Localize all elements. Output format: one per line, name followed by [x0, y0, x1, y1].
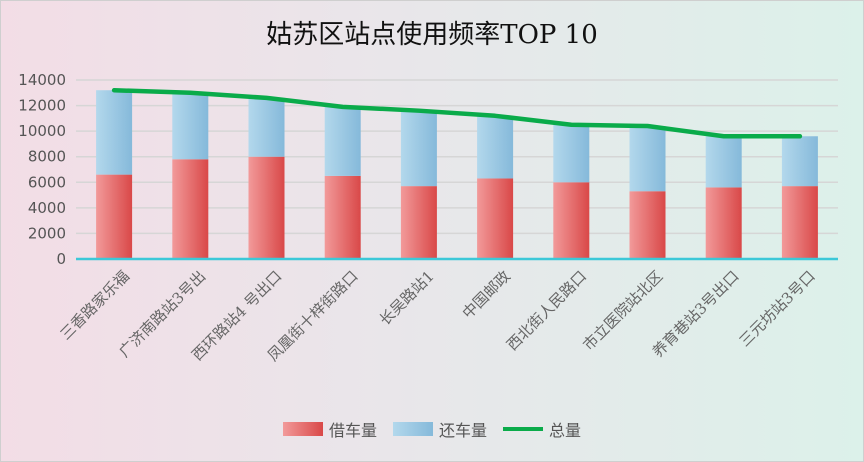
y-tick-label: 8000	[28, 148, 66, 166]
chart-title: 姑苏区站点使用频率TOP 10	[266, 20, 598, 50]
bar-return	[172, 92, 209, 160]
bar-return	[96, 90, 133, 175]
bar-return	[477, 115, 514, 179]
y-tick-label: 10000	[18, 122, 66, 140]
y-tick-label: 6000	[28, 173, 66, 191]
bar-return	[553, 124, 590, 183]
bar-borrow	[477, 178, 514, 259]
legend-swatch	[503, 427, 543, 431]
x-tick-label: 西北街人民路口	[503, 267, 590, 354]
legend-swatch	[392, 422, 433, 436]
legend-item-return: 还车量	[392, 417, 487, 441]
bar-borrow	[781, 186, 818, 259]
x-tick-label: 中国邮政	[459, 267, 514, 322]
y-tick-label: 12000	[18, 97, 66, 115]
x-tick-label: 市立医院站北区	[579, 267, 666, 354]
bar-borrow	[172, 159, 209, 259]
legend-item-total: 总量	[503, 417, 581, 441]
y-tick-label: 4000	[28, 199, 66, 217]
y-tick-label: 2000	[28, 224, 66, 242]
legend-swatch	[282, 422, 323, 436]
bar-return	[248, 97, 285, 157]
legend: 借车量 还车量 总量	[0, 417, 864, 441]
bar-borrow	[400, 186, 437, 259]
x-tick-label: 长吴路站1	[376, 267, 438, 329]
legend-label: 还车量	[438, 421, 487, 440]
bar-borrow	[553, 182, 590, 259]
bar-borrow	[248, 156, 285, 259]
bar-return	[629, 126, 666, 192]
bar-borrow	[324, 175, 361, 259]
bar-borrow	[629, 191, 666, 259]
bar-borrow	[96, 174, 133, 259]
bar-return	[781, 136, 818, 187]
bar-borrow	[705, 187, 742, 259]
x-tick-label: 三元坊站3号口	[736, 267, 819, 350]
bar-return	[324, 106, 361, 176]
legend-item-borrow: 借车量	[282, 417, 377, 441]
line-total	[111, 87, 803, 139]
legend-label: 借车量	[328, 421, 377, 440]
bar-return	[400, 110, 437, 187]
y-tick-label: 14000	[18, 71, 66, 89]
y-tick-label: 0	[56, 250, 66, 268]
x-tick-label: 三香路家乐福	[57, 267, 133, 343]
legend-label: 总量	[549, 421, 582, 440]
bar-return	[705, 136, 742, 188]
